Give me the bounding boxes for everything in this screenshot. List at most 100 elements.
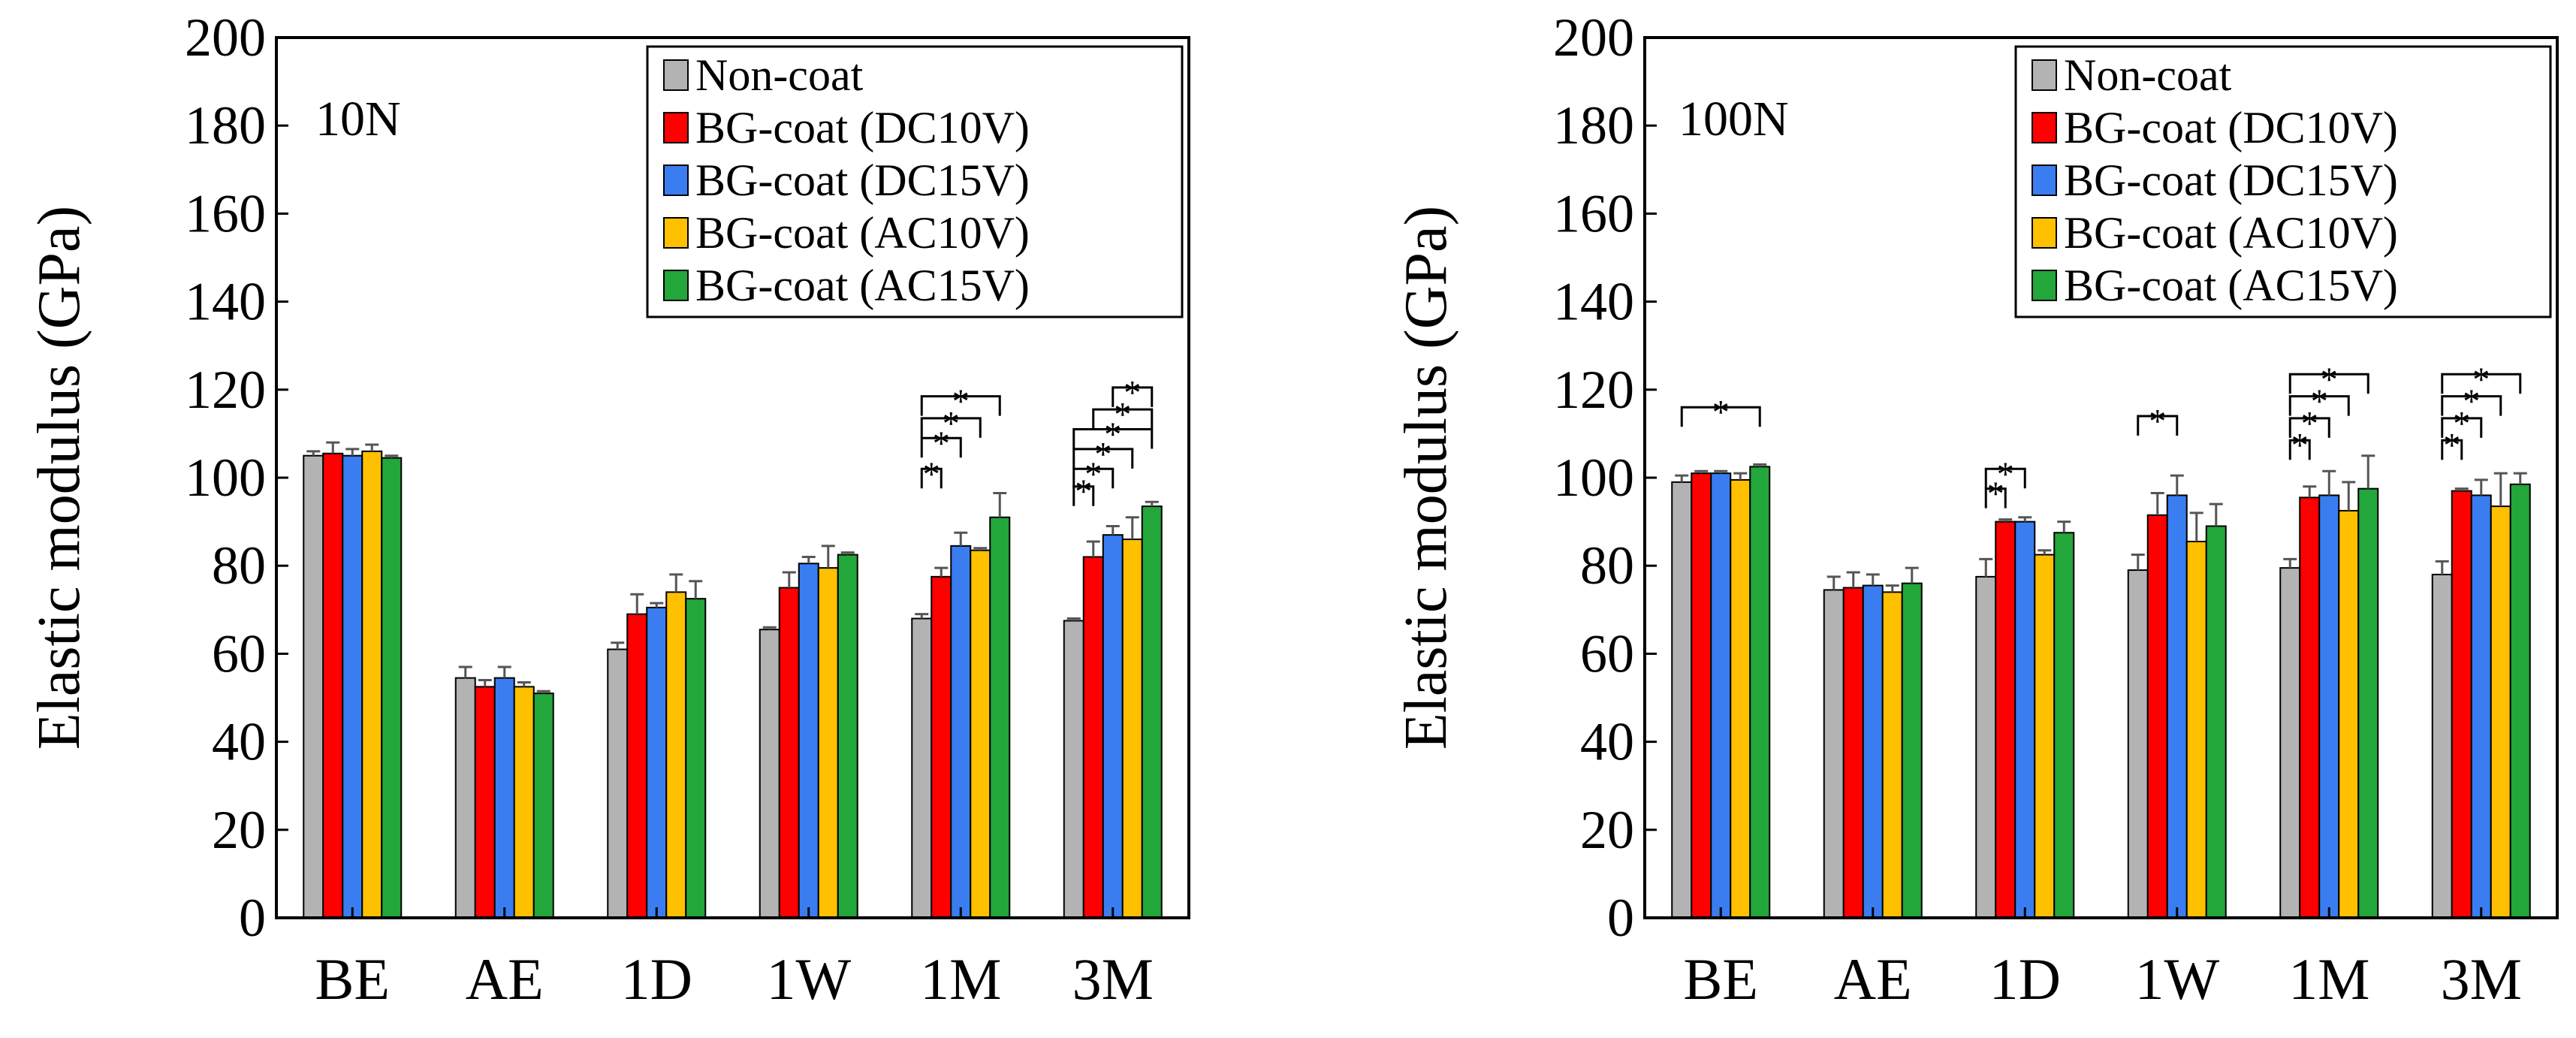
bar-3M-series-4 xyxy=(1121,539,1143,919)
significance-bracket xyxy=(1072,485,1095,506)
bar-1W-series-2 xyxy=(2146,514,2168,919)
y-tick-label: 140 xyxy=(185,272,266,332)
bar-3M-series-3 xyxy=(1102,534,1124,919)
bar-1W-series-3 xyxy=(798,563,819,919)
y-tick-label: 0 xyxy=(239,888,266,948)
significance-bracket xyxy=(1984,467,2026,489)
x-category-label: 1D xyxy=(621,946,692,1012)
y-tick-label: 160 xyxy=(1553,183,1634,243)
x-category-label: AE xyxy=(466,946,544,1012)
significance-bracket xyxy=(2441,373,2522,394)
significance-label: * xyxy=(933,424,950,462)
bar-BE-series-5 xyxy=(381,457,403,919)
bar-1M-series-3 xyxy=(950,545,972,919)
bar-3M-series-3 xyxy=(2470,494,2492,919)
y-tick-label: 80 xyxy=(212,536,266,596)
y-axis-title: Elastic modulus (GPa) xyxy=(26,206,92,750)
bar-AE-series-5 xyxy=(1901,582,1923,919)
legend-swatch-3 xyxy=(663,164,689,196)
significance-bracket xyxy=(920,436,962,458)
significance-label: * xyxy=(2321,360,2338,398)
bar-1M-series-3 xyxy=(2318,494,2340,919)
legend-box xyxy=(2014,45,2552,318)
legend-label-3: BG-coat (DC15V) xyxy=(2064,155,2398,205)
x-category-label: BE xyxy=(315,946,390,1012)
bar-1W-series-1 xyxy=(759,629,780,919)
y-tick-label: 120 xyxy=(185,360,266,420)
significance-bracket xyxy=(2288,395,2350,416)
bar-AE-series-5 xyxy=(532,693,554,919)
significance-bracket xyxy=(2288,373,2369,394)
load-annotation: 10N xyxy=(315,92,401,146)
legend-swatch-4 xyxy=(663,217,689,249)
bar-1W-series-5 xyxy=(2205,525,2227,919)
bar-BE-series-3 xyxy=(1710,472,1732,919)
legend-label-5: BG-coat (AC15V) xyxy=(695,261,1030,310)
y-tick-label: 20 xyxy=(212,800,266,860)
y-tick-label: 140 xyxy=(1553,272,1634,332)
significance-bracket xyxy=(1680,406,1761,427)
significance-label: * xyxy=(1104,415,1121,454)
significance-label: * xyxy=(1084,454,1102,493)
y-tick-label: 80 xyxy=(1580,536,1634,596)
bar-AE-series-2 xyxy=(1842,587,1864,919)
bar-1D-series-2 xyxy=(626,613,648,919)
significance-label: * xyxy=(2311,382,2328,421)
significance-label: * xyxy=(1094,435,1112,473)
bar-1D-series-3 xyxy=(2014,521,2036,919)
bar-AE-series-1 xyxy=(454,677,476,919)
bar-BE-series-2 xyxy=(322,452,344,919)
y-tick-label: 40 xyxy=(212,712,266,772)
legend-label-1: Non-coat xyxy=(695,50,864,100)
significance-label: * xyxy=(1997,454,2014,493)
x-category-label: AE xyxy=(1834,946,1912,1012)
significance-label: * xyxy=(1124,373,1141,412)
bar-AE-series-2 xyxy=(474,686,496,919)
significance-bracket xyxy=(2441,439,2463,460)
significance-bracket xyxy=(1092,408,1154,430)
significance-label: * xyxy=(2472,360,2490,398)
significance-bracket xyxy=(1072,467,1115,489)
bar-3M-series-2 xyxy=(1082,556,1104,919)
legend-label-4: BG-coat (AC10V) xyxy=(695,208,1030,258)
significance-bracket xyxy=(2288,439,2311,460)
legend-label-2: BG-coat (DC10V) xyxy=(695,103,1030,152)
y-tick-label: 160 xyxy=(185,183,266,243)
x-category-label: 1M xyxy=(920,946,1001,1012)
x-category-label: 3M xyxy=(2441,946,2522,1012)
bar-BE-series-3 xyxy=(342,454,363,919)
significance-label: * xyxy=(1987,475,2004,513)
significance-label: * xyxy=(952,382,970,421)
significance-bracket xyxy=(2137,415,2179,436)
bar-3M-series-1 xyxy=(1063,620,1084,919)
bar-BE-series-2 xyxy=(1691,472,1712,919)
bar-1W-series-4 xyxy=(817,567,839,919)
bar-1W-series-3 xyxy=(2166,494,2188,919)
bar-3M-series-4 xyxy=(2490,505,2511,919)
y-tick-label: 60 xyxy=(212,623,266,683)
y-tick-label: 60 xyxy=(1580,623,1634,683)
bar-1M-series-2 xyxy=(2299,496,2321,919)
legend-label-5: BG-coat (AC15V) xyxy=(2064,261,2398,310)
bar-3M-series-1 xyxy=(2431,573,2453,919)
significance-label: * xyxy=(2443,426,2460,464)
y-tick-label: 180 xyxy=(1553,95,1634,155)
y-tick-label: 40 xyxy=(1580,712,1634,772)
significance-bracket xyxy=(1112,386,1154,407)
significance-bracket xyxy=(920,417,982,438)
significance-label: * xyxy=(1114,395,1131,433)
bar-1W-series-1 xyxy=(2127,569,2149,919)
bar-AE-series-4 xyxy=(1881,591,1903,919)
bar-3M-series-5 xyxy=(2509,483,2531,919)
bar-3M-series-5 xyxy=(1141,505,1163,919)
significance-label: * xyxy=(1075,472,1092,511)
chart-panel-2: ************020406080100120140160180200B… xyxy=(1393,8,2559,1012)
significance-label: * xyxy=(943,404,960,442)
bar-1W-series-4 xyxy=(2185,540,2207,919)
bar-1D-series-5 xyxy=(685,598,707,919)
bar-AE-series-3 xyxy=(1862,584,1884,919)
y-tick-label: 200 xyxy=(1553,8,1634,68)
